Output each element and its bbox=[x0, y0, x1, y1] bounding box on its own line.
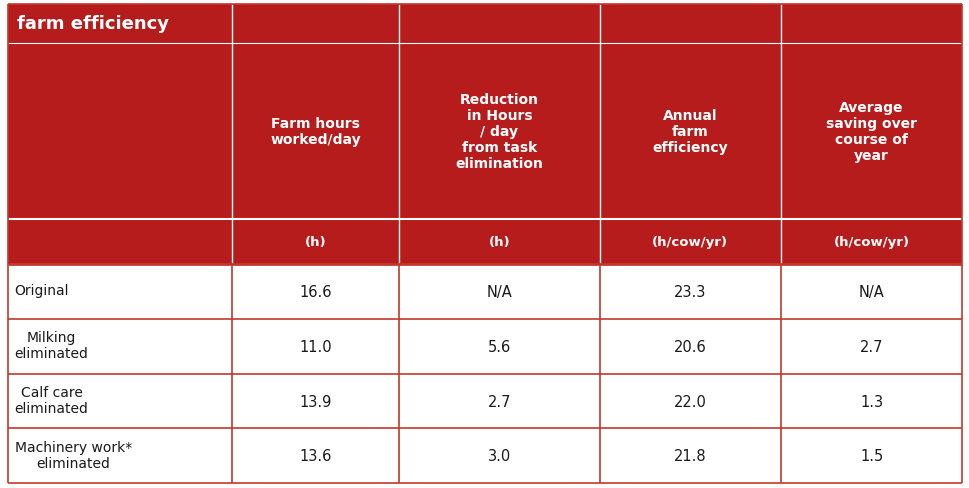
Text: 13.6: 13.6 bbox=[299, 448, 331, 463]
Bar bbox=[8, 428, 232, 483]
Text: (h): (h) bbox=[304, 236, 326, 248]
Text: 20.6: 20.6 bbox=[673, 339, 705, 354]
Bar bbox=[8, 44, 232, 220]
Bar bbox=[232, 428, 398, 483]
Text: Reduction
in Hours
/ day
from task
elimination: Reduction in Hours / day from task elimi… bbox=[454, 92, 543, 171]
Bar bbox=[599, 374, 780, 428]
Text: Original: Original bbox=[15, 284, 69, 298]
Bar bbox=[599, 220, 780, 264]
Text: 23.3: 23.3 bbox=[673, 285, 705, 300]
Text: (h/cow/yr): (h/cow/yr) bbox=[651, 236, 728, 248]
Bar bbox=[232, 374, 398, 428]
Bar bbox=[599, 319, 780, 374]
Text: 1.3: 1.3 bbox=[860, 394, 882, 408]
Text: 22.0: 22.0 bbox=[673, 394, 706, 408]
Bar bbox=[8, 319, 232, 374]
Bar bbox=[780, 220, 961, 264]
Text: 16.6: 16.6 bbox=[299, 285, 331, 300]
Bar bbox=[8, 264, 232, 319]
Text: 11.0: 11.0 bbox=[299, 339, 331, 354]
Bar bbox=[232, 264, 398, 319]
Text: 21.8: 21.8 bbox=[673, 448, 705, 463]
Bar bbox=[8, 5, 961, 44]
Bar bbox=[780, 428, 961, 483]
Text: Calf care
eliminated: Calf care eliminated bbox=[15, 385, 88, 415]
Text: farm efficiency: farm efficiency bbox=[17, 15, 170, 33]
Bar bbox=[780, 44, 961, 220]
Text: 1.5: 1.5 bbox=[860, 448, 883, 463]
Text: Average
saving over
course of
year: Average saving over course of year bbox=[826, 101, 916, 163]
Bar bbox=[8, 374, 232, 428]
Text: Annual
farm
efficiency: Annual farm efficiency bbox=[652, 108, 728, 155]
Bar bbox=[398, 428, 599, 483]
Bar bbox=[780, 264, 961, 319]
Bar bbox=[232, 220, 398, 264]
Text: (h): (h) bbox=[488, 236, 510, 248]
Text: Farm hours
worked/day: Farm hours worked/day bbox=[270, 117, 360, 147]
Text: 2.7: 2.7 bbox=[487, 394, 511, 408]
Bar bbox=[398, 44, 599, 220]
Bar bbox=[232, 44, 398, 220]
Bar bbox=[599, 428, 780, 483]
Bar bbox=[398, 264, 599, 319]
Text: 5.6: 5.6 bbox=[487, 339, 511, 354]
Bar bbox=[398, 374, 599, 428]
Text: Milking
eliminated: Milking eliminated bbox=[15, 330, 88, 361]
Text: N/A: N/A bbox=[485, 285, 512, 300]
Text: N/A: N/A bbox=[858, 285, 884, 300]
Bar bbox=[780, 374, 961, 428]
Bar bbox=[599, 264, 780, 319]
Text: 2.7: 2.7 bbox=[859, 339, 883, 354]
Text: 13.9: 13.9 bbox=[299, 394, 331, 408]
Bar bbox=[8, 220, 232, 264]
Text: 3.0: 3.0 bbox=[487, 448, 511, 463]
Bar bbox=[780, 319, 961, 374]
Bar bbox=[398, 319, 599, 374]
Text: Machinery work*
eliminated: Machinery work* eliminated bbox=[15, 440, 132, 470]
Bar bbox=[599, 44, 780, 220]
Bar bbox=[398, 220, 599, 264]
Bar bbox=[232, 319, 398, 374]
Text: (h/cow/yr): (h/cow/yr) bbox=[832, 236, 909, 248]
